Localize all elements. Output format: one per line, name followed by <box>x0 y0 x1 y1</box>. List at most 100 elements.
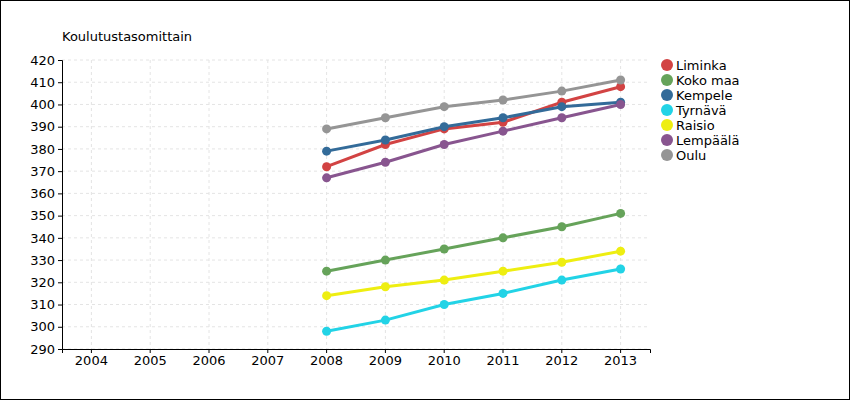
tick: 2007 <box>251 349 284 368</box>
point <box>557 258 566 267</box>
tick-mark <box>58 260 62 261</box>
legend-marker <box>661 149 673 161</box>
tick: 2008 <box>310 349 343 368</box>
axis-line <box>58 61 63 350</box>
tick-label: 2004 <box>75 353 108 368</box>
point <box>322 147 331 156</box>
point <box>499 267 508 276</box>
point <box>616 100 625 109</box>
tick: 350 <box>30 208 62 223</box>
legend-label: Lempäälä <box>676 133 739 148</box>
tick-mark <box>58 104 62 105</box>
point <box>557 276 566 285</box>
line <box>327 102 621 151</box>
grid-line <box>91 60 92 349</box>
tick-label: 2005 <box>134 353 167 368</box>
tick-mark <box>58 60 62 61</box>
line <box>327 87 621 167</box>
tick: 330 <box>30 253 62 268</box>
tick-label: 320 <box>30 275 55 290</box>
tick: 2013 <box>604 349 637 368</box>
point <box>557 222 566 231</box>
line <box>327 80 621 129</box>
point <box>499 113 508 122</box>
point <box>440 276 449 285</box>
tick-mark <box>58 171 62 172</box>
point <box>557 102 566 111</box>
legend-label: Koko maa <box>676 73 740 88</box>
tick-label: 330 <box>30 253 55 268</box>
tick: 2004 <box>75 349 108 368</box>
point <box>322 124 331 133</box>
tick-mark <box>58 327 62 328</box>
point <box>616 209 625 218</box>
point <box>381 282 390 291</box>
point <box>616 264 625 273</box>
legend-label: Kempele <box>676 88 732 103</box>
line <box>327 251 621 295</box>
grid-line <box>385 60 386 349</box>
tick: 290 <box>30 342 62 357</box>
point <box>381 158 390 167</box>
tick-mark <box>58 349 62 350</box>
grid-line <box>326 60 327 349</box>
point <box>499 289 508 298</box>
legend-label: Liminka <box>676 58 727 73</box>
tick-label: 2006 <box>192 353 225 368</box>
tick-mark <box>58 305 62 306</box>
tick: 310 <box>30 297 62 312</box>
line <box>327 269 621 331</box>
grid-line <box>62 215 650 216</box>
point <box>440 140 449 149</box>
point <box>322 162 331 171</box>
tick-mark <box>58 282 62 283</box>
point <box>440 300 449 309</box>
tick: 2009 <box>369 349 402 368</box>
grid-line <box>62 237 650 238</box>
tick-label: 420 <box>30 53 55 68</box>
tick: 2010 <box>428 349 461 368</box>
tick: 2005 <box>134 349 167 368</box>
tick-label: 2011 <box>486 353 519 368</box>
tick-label: 410 <box>30 75 55 90</box>
tick: 2011 <box>486 349 519 368</box>
point <box>557 87 566 96</box>
point <box>499 233 508 242</box>
tick-mark <box>58 149 62 150</box>
point <box>440 102 449 111</box>
tick: 2006 <box>192 349 225 368</box>
line <box>327 213 621 271</box>
tick-label: 310 <box>30 297 55 312</box>
tick: 410 <box>30 75 62 90</box>
grid-line <box>209 60 210 349</box>
tick: 2012 <box>545 349 578 368</box>
point <box>381 256 390 265</box>
legend-marker <box>661 74 673 86</box>
tick: 320 <box>30 275 62 290</box>
frame <box>1 1 850 400</box>
legend-marker <box>661 59 673 71</box>
point <box>322 267 331 276</box>
tick-label: 2010 <box>428 353 461 368</box>
grid-line <box>62 148 650 149</box>
tick-label: 300 <box>30 319 55 334</box>
point <box>381 136 390 145</box>
plot-area <box>322 76 625 336</box>
tick-label: 400 <box>30 97 55 112</box>
line <box>327 104 621 177</box>
tick-mark <box>58 127 62 128</box>
grid-line <box>62 304 650 305</box>
point <box>616 247 625 256</box>
grid-line <box>62 82 650 83</box>
tick: 300 <box>30 319 62 334</box>
tick: 340 <box>30 231 62 246</box>
tick: 390 <box>30 119 62 134</box>
tick-label: 2009 <box>369 353 402 368</box>
tick-label: 390 <box>30 119 55 134</box>
point <box>616 76 625 85</box>
grid-line <box>150 60 151 349</box>
legend: LiminkaKoko maaKempeleTyrnäväRaisioLempä… <box>661 58 740 163</box>
point <box>322 173 331 182</box>
tick-label: 350 <box>30 208 55 223</box>
legend-label: Tyrnävä <box>675 103 727 118</box>
